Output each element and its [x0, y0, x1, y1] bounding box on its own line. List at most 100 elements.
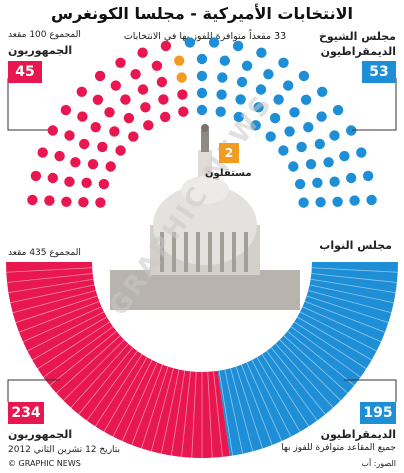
senate-seat-rep: [90, 122, 101, 133]
senate-hemicycle: [27, 37, 377, 208]
senate-independent-count: 2: [219, 143, 239, 163]
senate-seat-dem: [219, 55, 230, 66]
senate-seat-dem: [232, 40, 244, 52]
senate-seat-rep: [156, 76, 168, 88]
house-rep-label: الجمهوريون: [8, 428, 73, 441]
senate-seat-dem: [241, 60, 253, 71]
senate-seat-dem: [196, 53, 208, 65]
senate-seat-rep: [87, 159, 99, 170]
seats-available-note: 33 مقعداً متوافرة للفوز بها في الانتخابا…: [123, 31, 287, 42]
senate-dem-leader: [352, 78, 397, 131]
senate-seat-dem: [233, 111, 244, 123]
senate-seat-rep: [95, 197, 106, 208]
senate-seat-dem: [216, 89, 227, 100]
senate-seat-dem: [217, 72, 228, 83]
senate-seat-rep: [47, 172, 58, 184]
senate-seat-dem: [339, 150, 350, 162]
senate-seat-dem: [298, 70, 310, 82]
senate-seat-rep: [44, 195, 55, 206]
house-dem-leader: [344, 379, 397, 402]
senate-seat-dem: [278, 145, 289, 156]
senate-seat-dem: [196, 87, 208, 99]
senate-total-label: المجموع 100 مقعد: [8, 30, 81, 40]
senate-seat-dem: [294, 178, 306, 190]
senate-seat-dem: [184, 37, 196, 48]
senate-seat-dem: [316, 111, 327, 122]
house-dem-count: 195: [360, 402, 396, 424]
senate-seat-dem: [250, 120, 261, 131]
senate-seat-rep: [137, 84, 149, 95]
senate-seat-dem: [236, 76, 248, 88]
house-total-label: المجموع 435 مقعد: [8, 248, 81, 258]
senate-seat-rep: [60, 104, 72, 116]
senate-seat-dem: [288, 161, 299, 172]
senate-rep-leader: [7, 78, 48, 131]
senate-seat-dem: [312, 177, 323, 188]
senate-seat-dem: [208, 37, 220, 48]
senate-seat-dem: [366, 194, 377, 206]
senate-seat-dem: [362, 170, 374, 182]
senate-seat-rep: [27, 194, 38, 206]
senate-seat-dem: [303, 122, 314, 133]
senate-seat-rep: [54, 150, 65, 162]
senate-seat-rep: [115, 57, 126, 68]
senate-seat-rep: [110, 80, 122, 91]
senate-seat-dem: [298, 197, 309, 208]
senate-seat-rep: [94, 70, 106, 82]
senate-seat-rep: [109, 126, 120, 137]
senate-seat-dem: [256, 47, 267, 58]
senate-seat-rep: [76, 86, 88, 98]
house-rep-leader: [7, 379, 60, 402]
senate-seat-dem: [329, 130, 340, 141]
footer-credit: © GRAPHIC NEWS: [8, 459, 81, 468]
senate-seat-dem: [329, 176, 340, 187]
senate-seat-rep: [92, 94, 104, 106]
senate-seat-dem: [346, 172, 357, 184]
senate-seat-dem: [300, 94, 312, 106]
senate-seat-rep: [143, 120, 154, 131]
senate-seat-dem: [289, 107, 300, 118]
senate-seat-rep: [120, 94, 131, 105]
house-all-seats-note: جميع المقاعد متوافرة للفوز بها: [281, 443, 396, 453]
senate-seat-rep: [81, 177, 92, 188]
senate-label: مجلس الشيوخ: [318, 30, 396, 43]
senate-seat-rep: [177, 89, 188, 100]
senate-seat-rep: [64, 176, 75, 187]
senate-seat-rep: [137, 47, 148, 58]
senate-seat-dem: [196, 70, 208, 82]
senate-seat-dem: [356, 147, 367, 158]
senate-seat-dem: [255, 84, 267, 95]
senate-seat-ind: [176, 72, 187, 83]
house-rep-count: 234: [8, 402, 44, 424]
senate-seat-dem: [273, 94, 284, 105]
senate-seat-dem: [253, 102, 264, 113]
senate-seat-rep: [47, 125, 58, 136]
senate-seat-rep: [130, 69, 141, 80]
senate-seat-dem: [235, 94, 246, 105]
senate-seat-dem: [317, 86, 328, 98]
senate-seat-dem: [314, 138, 325, 150]
senate-seat-dem: [265, 131, 276, 142]
senate-seat-dem: [332, 196, 343, 207]
senate-seat-dem: [269, 112, 281, 124]
senate-seat-dem: [315, 197, 326, 208]
senate-seat-rep: [115, 145, 126, 156]
footer-date: بتاريخ 12 تشرين الثاني 2012: [8, 445, 120, 455]
senate-rep-label: الجمهوريون: [8, 44, 73, 57]
senate-seat-rep: [30, 170, 42, 182]
senate-seat-dem: [323, 157, 334, 168]
senate-seat-rep: [78, 197, 89, 208]
senate-seat-dem: [305, 159, 317, 170]
senate-rep-count: 45: [8, 61, 42, 83]
senate-seat-rep: [79, 138, 90, 150]
senate-seat-dem: [349, 195, 360, 206]
house-dem-label: الديمقراطيون: [320, 428, 396, 441]
senate-seat-dem: [283, 80, 294, 91]
house-democrat-segment: [217, 262, 398, 457]
senate-seat-rep: [178, 106, 189, 117]
senate-seat-dem: [215, 106, 226, 117]
senate-seat-rep: [158, 94, 169, 105]
senate-seat-rep: [104, 107, 115, 118]
house-republican-segment: [6, 262, 230, 458]
